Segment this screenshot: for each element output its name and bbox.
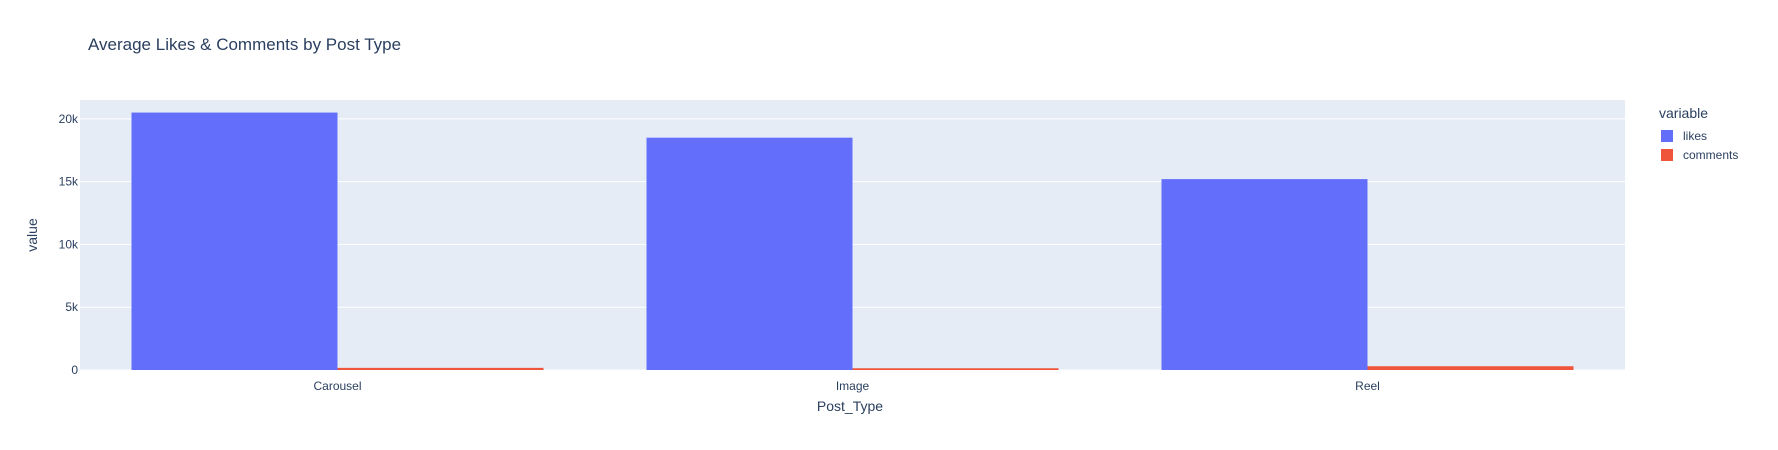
x-tick-label: Image bbox=[836, 379, 870, 393]
legend-swatch-comments[interactable] bbox=[1661, 149, 1673, 161]
bar-likes-reel[interactable] bbox=[1161, 179, 1368, 370]
y-tick-label: 15k bbox=[59, 175, 79, 189]
bar-comments-reel[interactable] bbox=[1367, 366, 1574, 370]
legend-swatch-likes[interactable] bbox=[1661, 130, 1673, 142]
x-tick-label: Reel bbox=[1355, 379, 1380, 393]
bar-comments-carousel[interactable] bbox=[337, 367, 544, 370]
y-axis-title: value bbox=[24, 218, 40, 252]
y-tick-label: 20k bbox=[59, 112, 79, 126]
y-axis-ticks: 0 5k 10k 15k 20k bbox=[59, 112, 79, 377]
y-tick-label: 5k bbox=[65, 300, 79, 314]
bar-likes-image[interactable] bbox=[646, 137, 853, 370]
legend-label-comments[interactable]: comments bbox=[1683, 148, 1738, 162]
bar-comments-image[interactable] bbox=[852, 368, 1059, 370]
legend: variable likes comments bbox=[1659, 105, 1738, 162]
bars bbox=[131, 112, 1574, 370]
y-tick-label: 0 bbox=[71, 363, 78, 377]
y-tick-label: 10k bbox=[59, 237, 79, 251]
chart-title: Average Likes & Comments by Post Type bbox=[88, 35, 401, 54]
bar-likes-carousel[interactable] bbox=[131, 112, 338, 370]
x-tick-label: Carousel bbox=[313, 379, 361, 393]
x-axis-title: Post_Type bbox=[817, 398, 883, 414]
legend-items: likes comments bbox=[1661, 129, 1738, 162]
legend-title: variable bbox=[1659, 105, 1708, 121]
legend-label-likes[interactable]: likes bbox=[1683, 129, 1707, 143]
x-axis-ticks: Carousel Image Reel bbox=[313, 379, 1379, 393]
